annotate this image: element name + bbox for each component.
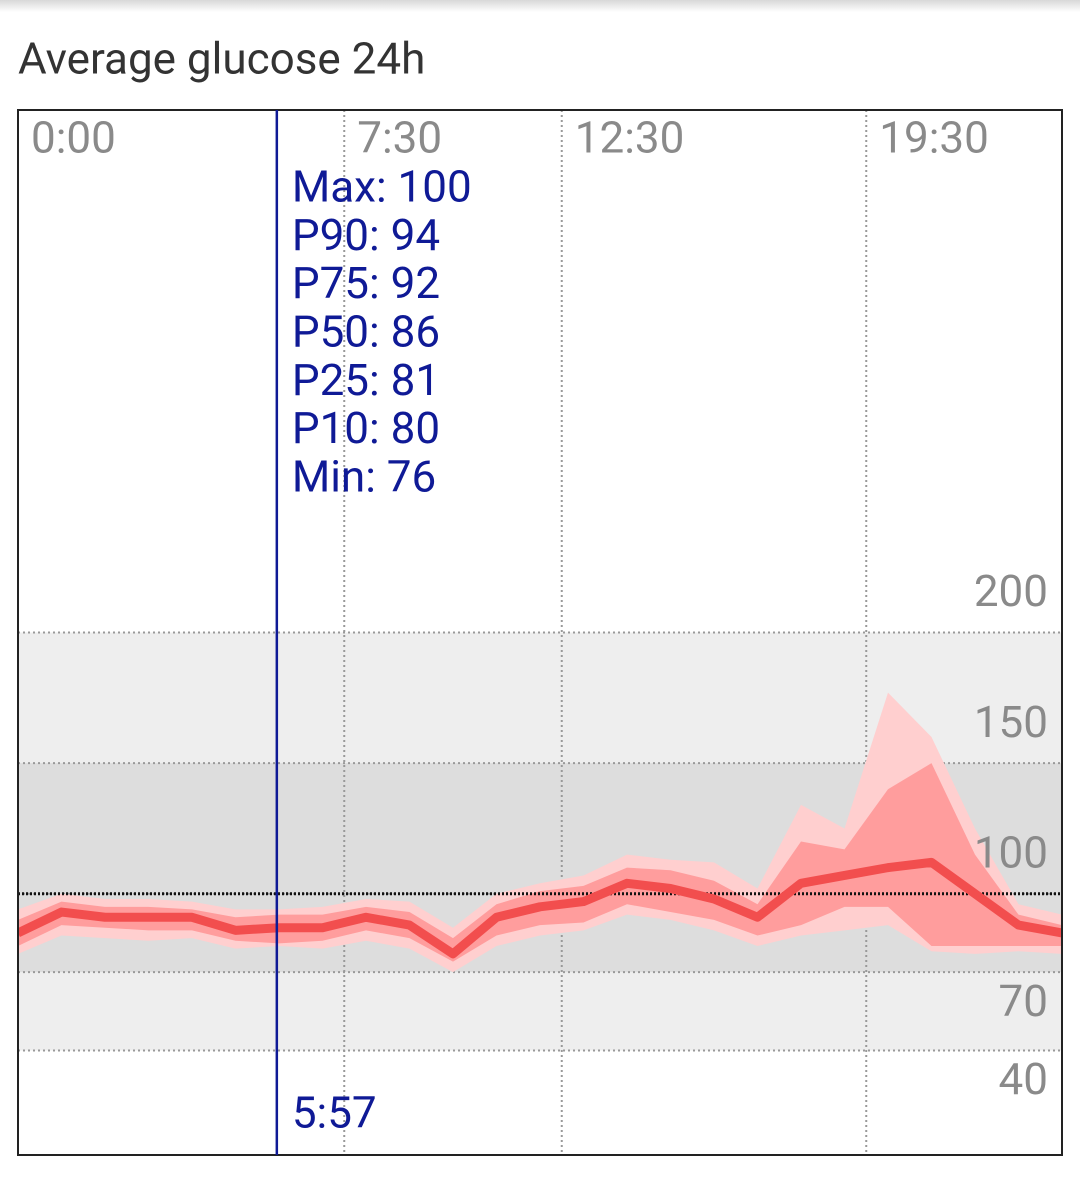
cursor-readout: P75: 92 bbox=[292, 257, 440, 309]
median-line bbox=[18, 857, 1062, 959]
cursor-readout: Max: 100 bbox=[292, 161, 472, 213]
x-tick-label: 7:30 bbox=[357, 112, 442, 164]
cursor-readout: P25: 81 bbox=[292, 354, 440, 406]
x-tick-label: 12:30 bbox=[575, 112, 685, 164]
y-tick-label: 70 bbox=[999, 975, 1048, 1027]
top-shadow bbox=[0, 0, 1080, 12]
chart-title: Average glucose 24h bbox=[18, 33, 425, 85]
y-tick-label: 200 bbox=[974, 565, 1048, 617]
plot-area bbox=[18, 110, 1062, 1155]
x-tick-label: 19:30 bbox=[879, 112, 989, 164]
x-tick-label: 0:00 bbox=[31, 112, 116, 164]
cursor-time: 5:57 bbox=[292, 1087, 377, 1139]
cursor-readout: Min: 76 bbox=[292, 450, 436, 502]
band-p25-p75 bbox=[18, 763, 1062, 962]
cursor-readout: P90: 94 bbox=[292, 209, 440, 261]
y-tick-label: 40 bbox=[999, 1053, 1048, 1105]
cursor-readout: P50: 86 bbox=[292, 306, 440, 358]
y-tick-label: 150 bbox=[974, 696, 1048, 748]
y-tick-label: 100 bbox=[974, 826, 1048, 878]
plot-frame bbox=[17, 109, 1063, 1156]
cursor-readout: P10: 80 bbox=[292, 402, 440, 454]
